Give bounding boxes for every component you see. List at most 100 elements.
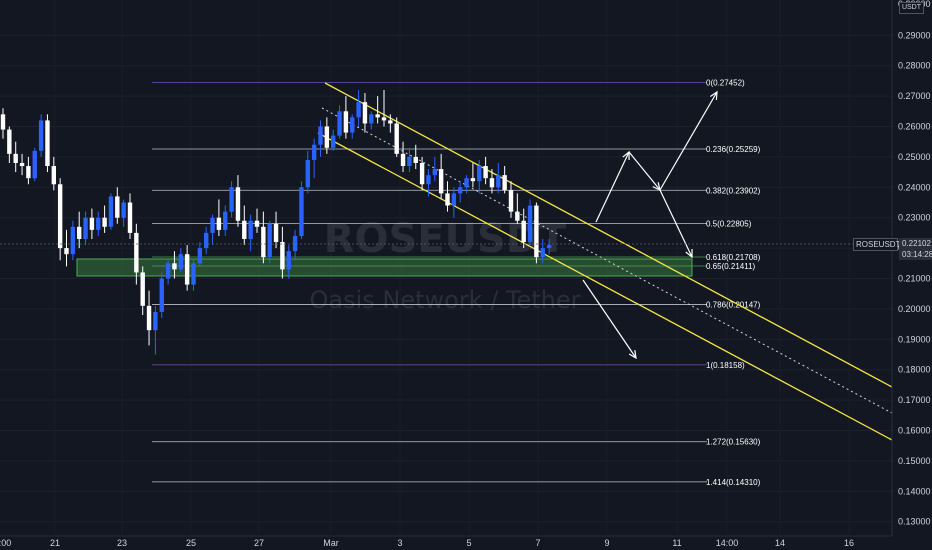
time-tick-label: 21 [50,538,60,548]
candle-body [70,226,76,255]
fib-level-label: 1(0.18158) [706,361,745,370]
candle-body [489,178,495,188]
candle-body [261,226,266,258]
candle-body [362,102,368,124]
arrow-up-target [659,91,718,191]
descending-channel[interactable] [317,82,893,441]
demand-zone[interactable] [76,258,693,277]
candle-body [318,126,323,145]
last-price-label: 0.22102 [899,238,932,249]
candle-body [286,251,291,270]
price-tick-label: 0.27000 [898,91,931,101]
currency-badge[interactable]: USDT [898,2,924,14]
time-tick-label: 5 [466,538,471,548]
candle-body [178,254,183,270]
candle-body [134,232,139,273]
arrow-down-retest-head [685,248,693,259]
fib-level-label: 0.65(0.21411) [706,262,756,271]
price-tick-label: 0.26000 [898,122,931,132]
time-tick-label: 14:00 [716,538,739,548]
demand-zone-rect [76,258,693,277]
candle-body [57,184,63,249]
time-axis[interactable]: :00 21 23 25 27 Mar 3 5 7 9 11 14:00 14 16 [0,535,932,550]
price-tick-label: 0.25000 [898,152,931,162]
candle-body [19,162,25,167]
candle-body [184,254,190,285]
time-tick-label: :00 [0,538,11,548]
candle-body [140,272,145,306]
time-tick-label: 9 [604,538,609,548]
watermark-name: Oasis Network / Tether [309,286,580,314]
time-tick-label: 14 [775,538,785,548]
candle-body [432,169,437,176]
currency-label: USDT [901,4,921,11]
candle-body [426,175,431,185]
price-tick-label: 0.24000 [898,182,931,192]
candle-body [7,129,12,154]
candle-body [394,123,399,154]
candle-body [470,178,476,182]
candle-body [413,156,418,163]
price-tick-label: 0.14000 [898,486,931,496]
arrow-pullback [628,151,661,191]
candle-body [13,153,18,163]
candle-body [324,126,330,148]
candle-body [0,114,6,130]
time-tick-label: 23 [117,538,127,548]
time-tick-label: 16 [844,538,854,548]
arrow-down-retest [659,189,693,258]
candle-body [534,205,539,258]
candle-body [381,117,387,121]
candle-body [464,178,469,188]
candle-body [32,150,37,179]
candle-body [64,248,69,255]
candle-body [273,223,279,243]
price-tick-label: 0.16000 [898,426,931,436]
candle-body [51,166,56,185]
fib-level-label: 1.414(0.14310) [706,478,761,487]
candle-body [502,175,507,191]
fib-level-label: 1.272(0.15630) [706,438,761,447]
candle-body [165,263,171,279]
candle-body [115,196,120,218]
candle-body [496,175,501,188]
candle-body [216,217,222,230]
time-tick-label: 25 [186,538,196,548]
candle-body [292,235,298,252]
candle-body [350,117,355,133]
candle-body [419,162,425,185]
candle-body [305,159,310,188]
price-tick-label: 0.20000 [898,304,931,314]
candle-body [210,217,215,233]
arrow-down-breakdown [582,279,637,359]
candle-body [89,217,95,230]
price-tick-label: 0.13000 [898,517,931,527]
symbol-label: ROSEUSDT [853,238,900,251]
price-axis[interactable]: 0.29000 0.28000 0.27000 0.26000 0.25000 0.240… [891,0,932,550]
candle-body [343,111,349,133]
candle-body [546,245,552,249]
candle-body [204,232,209,249]
candle-body [248,220,253,239]
candle-body [483,166,488,179]
channel-lower-line [317,132,893,441]
candle-body [26,166,31,179]
arrow-up-target-head [710,90,718,101]
projection-arrows[interactable] [582,90,718,360]
candle-body [356,102,361,118]
fib-level-label: 0.382(0.23902) [706,186,761,195]
candle-body [121,202,126,218]
candle-body [458,187,463,194]
candle-body [451,193,457,206]
fibonacci-retracement[interactable]: 0(0.27452) 0.236(0.25259) 0.382(0.23902) 0.… [152,78,761,487]
price-tick-label: 0.19000 [898,334,931,344]
bar-countdown: 03:14:28 [899,249,932,260]
time-axis-bg [0,536,932,550]
fib-level-label: 0.236(0.25259) [706,145,761,154]
arrow-down-breakdown-head [628,349,637,360]
candle-body [96,217,101,230]
candle-body [267,223,272,258]
price-tick-label: 0.15000 [898,456,931,466]
candle-body [223,211,228,230]
